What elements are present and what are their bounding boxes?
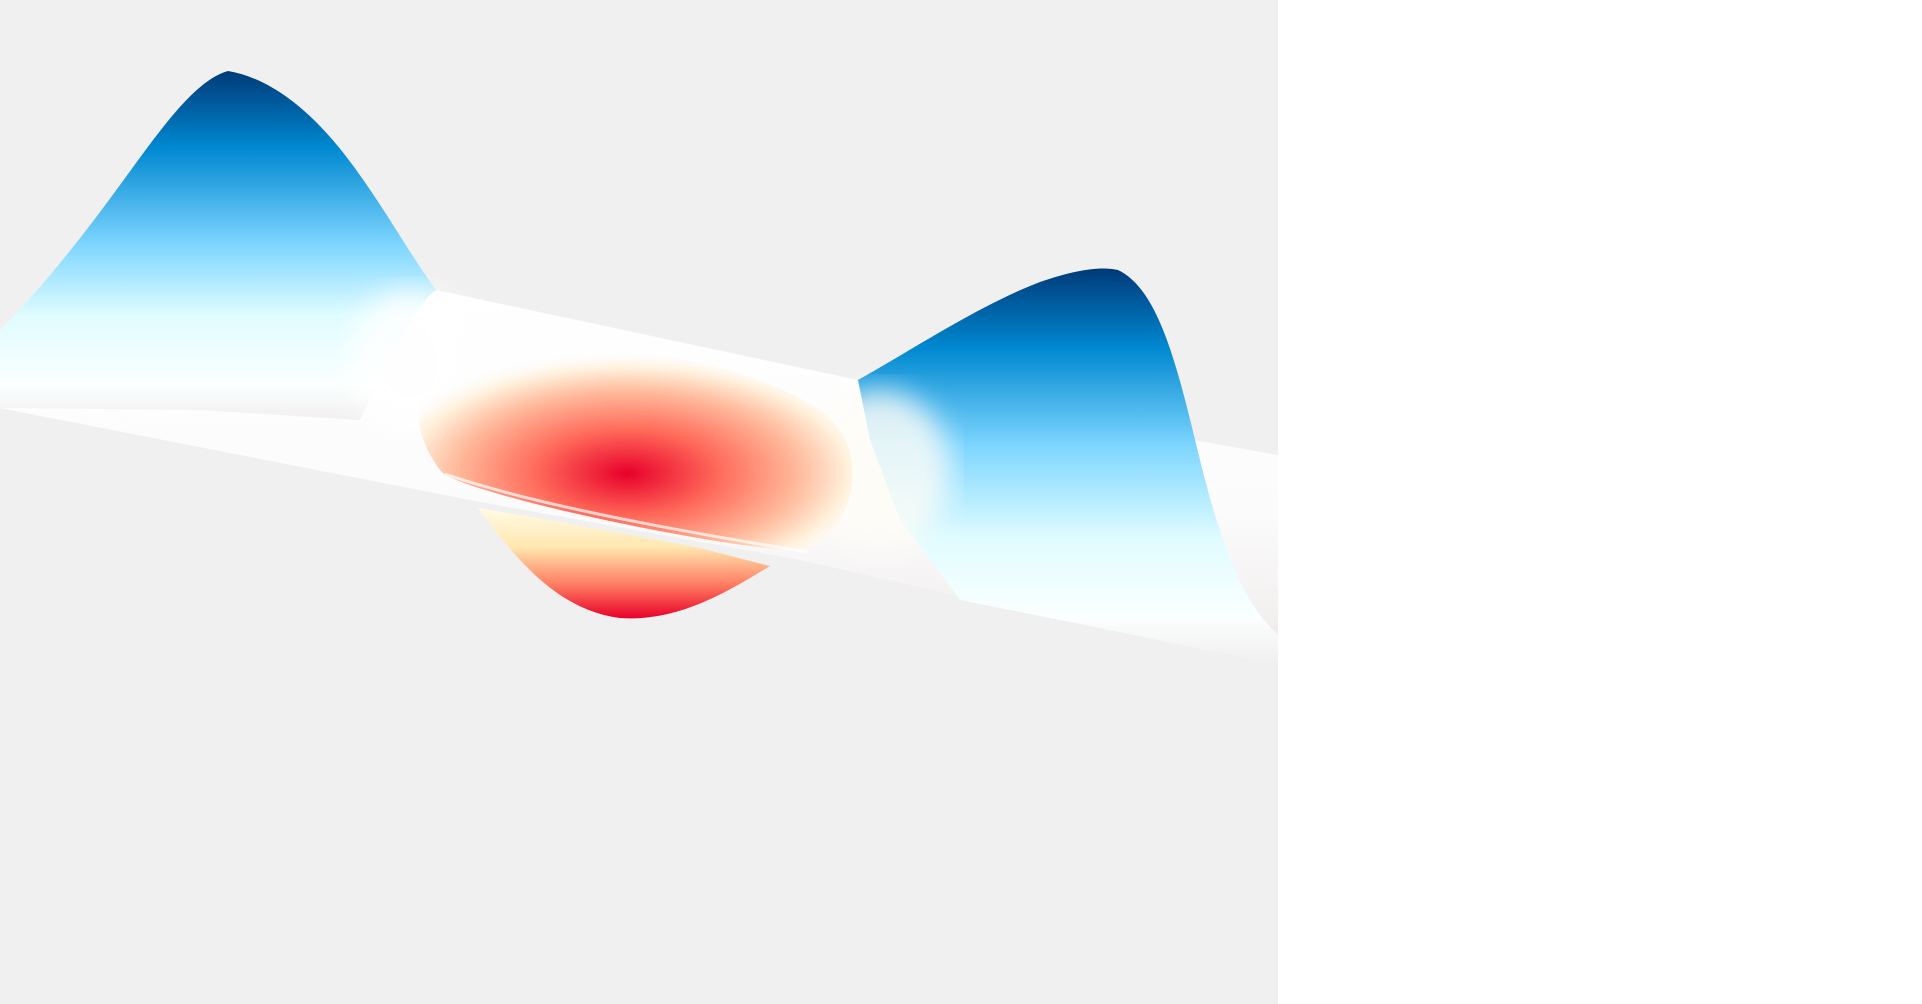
surface-ridge-edge — [444, 472, 809, 554]
surface-peak-left — [0, 71, 436, 420]
side-panel — [1568, 0, 1922, 1004]
surface-plot-3d[interactable] — [0, 0, 1568, 1004]
surface-trough-top — [418, 345, 853, 552]
surface-trough-underside — [478, 508, 770, 619]
render-canvas[interactable] — [0, 0, 1568, 1004]
canvas-margin — [1278, 0, 1568, 1004]
surface-blend-right — [810, 390, 950, 550]
surface-peak-right — [858, 268, 1278, 665]
